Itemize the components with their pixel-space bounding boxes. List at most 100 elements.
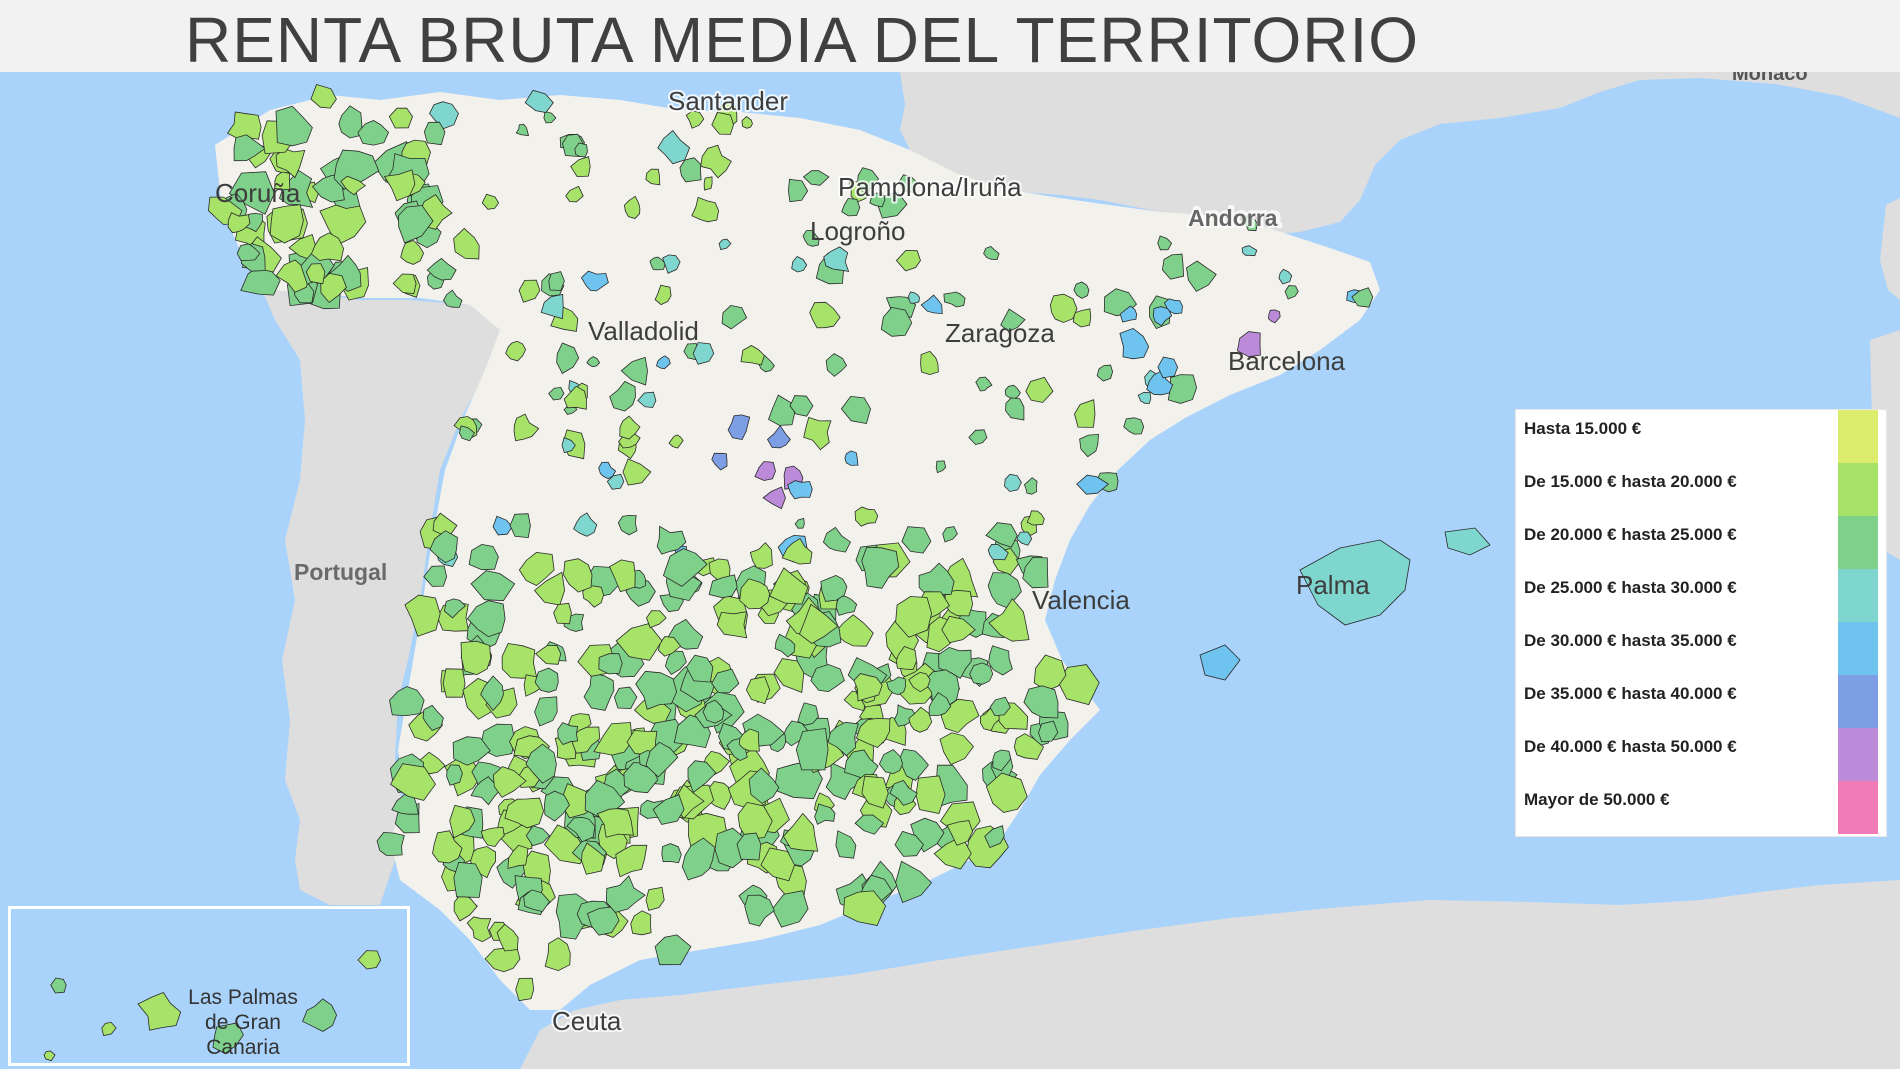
municipality-region[interactable] [768,394,796,426]
municipality-region[interactable] [823,246,850,272]
municipality-region[interactable] [855,718,891,748]
municipality-region[interactable] [718,238,732,251]
municipality-region[interactable] [789,395,814,417]
municipality-region[interactable] [582,585,605,608]
municipality-region[interactable] [467,846,497,879]
municipality-region[interactable] [656,525,687,555]
municipality-region[interactable] [908,706,933,733]
municipality-region[interactable] [1236,331,1261,358]
municipality-region[interactable] [646,610,667,629]
municipality-region[interactable] [470,570,516,602]
municipality-region[interactable] [429,530,458,564]
municipality-region[interactable] [534,644,562,665]
municipality-region[interactable] [721,304,748,330]
municipality-region[interactable] [744,894,775,927]
municipality-region[interactable] [466,600,506,638]
municipality-region[interactable] [596,808,634,838]
municipality-region[interactable] [844,450,859,466]
municipality-region[interactable] [389,686,425,717]
municipality-region[interactable] [654,934,692,966]
municipality-region[interactable] [797,702,819,726]
municipality-region[interactable] [609,380,636,412]
municipality-region[interactable] [1022,557,1049,589]
municipality-region[interactable] [895,596,933,638]
municipality-region[interactable] [787,178,809,203]
municipality-region[interactable] [423,121,446,146]
municipality-region[interactable] [803,416,832,451]
municipality-region[interactable] [985,772,1028,813]
municipality-region[interactable] [515,123,530,137]
municipality-region[interactable] [383,169,416,202]
municipality-region[interactable] [458,425,476,442]
municipality-region[interactable] [810,664,845,693]
municipality-region[interactable] [513,413,540,442]
municipality-region[interactable] [388,107,413,129]
municipality-region[interactable] [501,643,538,679]
municipality-region[interactable] [748,767,780,804]
municipality-region[interactable] [523,889,551,913]
municipality-region[interactable] [708,574,738,599]
municipality-region[interactable] [736,832,762,861]
municipality-region[interactable] [1123,417,1145,435]
municipality-region[interactable] [656,355,671,370]
municipality-region[interactable] [485,687,518,719]
municipality-region[interactable] [340,175,367,196]
municipality-region[interactable] [566,816,596,843]
municipality-region[interactable] [645,741,679,778]
municipality-region[interactable] [338,105,363,139]
municipality-region[interactable] [275,105,313,147]
municipality-region[interactable] [920,294,943,315]
municipality-region[interactable] [544,937,571,972]
municipality-region[interactable] [739,578,771,610]
municipality-region[interactable] [534,696,558,727]
municipality-region[interactable] [942,526,958,543]
municipality-region[interactable] [622,458,652,486]
municipality-region[interactable] [310,84,337,109]
municipality-region[interactable] [645,886,665,911]
municipality-region[interactable] [989,696,1011,717]
municipality-region[interactable] [1278,268,1293,285]
municipality-region[interactable] [279,170,314,208]
municipality-region[interactable] [563,558,593,593]
municipality-region[interactable] [652,794,685,825]
municipality-region[interactable] [1049,293,1078,323]
municipality-region[interactable] [985,522,1018,548]
municipality-region[interactable] [711,668,740,694]
municipality-region[interactable] [422,704,444,731]
municipality-region[interactable] [460,640,492,676]
municipality-region[interactable] [654,284,672,306]
municipality-region[interactable] [799,603,839,644]
municipality-region[interactable] [1161,253,1185,280]
municipality-region[interactable] [1023,477,1038,495]
municipality-region[interactable] [745,676,771,705]
municipality-region[interactable] [515,977,535,1002]
municipality-region[interactable] [525,743,557,784]
municipality-region[interactable] [975,376,993,392]
municipality-region[interactable] [794,517,805,529]
municipality-region[interactable] [737,801,773,841]
municipality-region[interactable] [581,842,606,875]
municipality-region[interactable] [714,827,756,869]
municipality-region[interactable] [481,193,500,210]
municipality-region[interactable] [681,837,716,881]
municipality-region[interactable] [915,775,946,814]
municipality-region[interactable] [426,257,457,281]
municipality-region[interactable] [880,306,913,337]
municipality-region[interactable] [878,749,904,775]
municipality-region[interactable] [274,171,291,191]
municipality-region[interactable] [692,342,715,365]
municipality-region[interactable] [376,831,405,856]
municipality-region[interactable] [894,830,924,857]
municipality-region[interactable] [492,766,527,798]
municipality-region[interactable] [968,429,988,446]
municipality-region[interactable] [269,204,304,244]
municipality-region[interactable] [453,861,483,898]
municipality-region[interactable] [664,650,687,676]
municipality-region[interactable] [404,594,441,637]
municipality-region[interactable] [898,174,918,193]
municipality-region[interactable] [983,246,1000,261]
municipality-region[interactable] [548,386,565,401]
municipality-region[interactable] [423,565,448,587]
municipality-region[interactable] [449,804,476,839]
municipality-region[interactable] [711,111,734,135]
